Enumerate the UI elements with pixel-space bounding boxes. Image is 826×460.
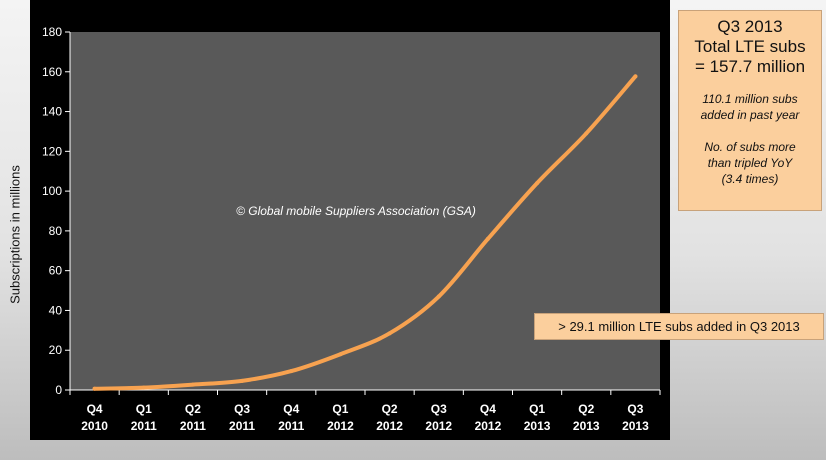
y-tick-label: 20 [49, 343, 63, 357]
data-points [92, 74, 638, 391]
data-point [485, 236, 490, 241]
data-point [436, 294, 441, 299]
x-tick-label-quarter: Q4 [87, 402, 103, 416]
x-tick-label-year: 2012 [327, 419, 354, 433]
y-tick-label: 160 [42, 65, 62, 79]
x-tick-label-year: 2013 [622, 419, 649, 433]
x-tick-label-quarter: Q1 [529, 402, 545, 416]
watermark-text: © Global mobile Suppliers Association (G… [236, 204, 476, 218]
x-tick-label-year: 2012 [425, 419, 452, 433]
x-tick-label-quarter: Q4 [480, 402, 496, 416]
data-point [338, 352, 343, 357]
data-point [584, 131, 589, 136]
data-point [240, 378, 245, 383]
data-point [289, 369, 294, 374]
callout-box: > 29.1 million LTE subs added in Q3 2013 [534, 313, 824, 340]
y-tick-label: 140 [42, 105, 62, 119]
x-tick-label-quarter: Q4 [283, 402, 299, 416]
x-tick-label-year: 2011 [278, 419, 304, 433]
x-tick-label-quarter: Q3 [234, 402, 250, 416]
x-tick-label-year: 2010 [81, 419, 108, 433]
summary-note-line: added in past year [700, 108, 800, 122]
data-point [535, 181, 540, 186]
y-tick-label: 120 [42, 144, 62, 158]
x-tick-label-quarter: Q1 [332, 402, 348, 416]
data-point [92, 386, 97, 391]
data-point [141, 385, 146, 390]
x-tick-label-quarter: Q1 [136, 402, 152, 416]
summary-note-line: (3.4 times) [721, 172, 779, 186]
x-tick-label-year: 2013 [573, 419, 600, 433]
x-tick-label-year: 2013 [524, 419, 551, 433]
y-tick-label: 80 [49, 224, 63, 238]
data-point [387, 331, 392, 336]
summary-title: Total LTE subs [694, 37, 806, 56]
y-tick-label: 100 [42, 184, 62, 198]
summary-note-line: 110.1 million subs [702, 92, 798, 106]
x-tick-label-year: 2012 [475, 419, 502, 433]
y-tick-label: 0 [55, 383, 62, 397]
summary-total: = 157.7 million [694, 57, 806, 76]
x-tick-label-quarter: Q2 [578, 402, 594, 416]
x-tick-label-year: 2011 [229, 419, 255, 433]
y-axis: 0 20 40 60 80 100 120 140 160 180 [42, 25, 71, 397]
x-tick-label-quarter: Q3 [627, 402, 643, 416]
summary-note-line: No. of subs more [704, 140, 796, 154]
y-tick-label: 60 [49, 264, 63, 278]
x-tick-label-quarter: Q3 [431, 402, 447, 416]
y-tick-label: 40 [49, 303, 63, 317]
summary-quarter: Q3 2013 [717, 17, 783, 36]
x-tick-label-quarter: Q2 [382, 402, 398, 416]
x-axis: Q4 2010 Q1 2011 Q2 2011 Q3 2011 Q4 2011 Q1 2012 Q2 20… [69, 389, 661, 433]
summary-note-line: than tripled YoY [707, 156, 793, 170]
x-tick-label-year: 2012 [376, 419, 403, 433]
y-axis-label: Subscriptions in millions [7, 165, 23, 304]
x-tick-label-quarter: Q2 [185, 402, 201, 416]
y-tick-label: 180 [42, 25, 62, 39]
x-tick-label-year: 2011 [131, 419, 157, 433]
data-point [633, 74, 638, 79]
summary-box: Q3 2013 Total LTE subs = 157.7 million 1… [678, 10, 822, 211]
data-point [190, 382, 195, 387]
x-tick-label-year: 2011 [180, 419, 206, 433]
